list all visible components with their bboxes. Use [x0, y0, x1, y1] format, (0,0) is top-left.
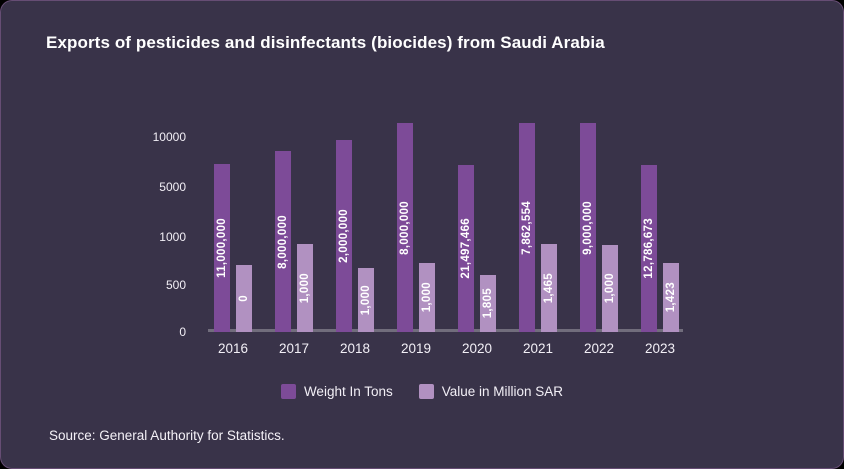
weight-bar: 7,862,554 [519, 123, 535, 332]
bar-value-label: 1,465 [543, 272, 555, 304]
bar-group: 21,497,466 1,805 2020 [458, 123, 496, 356]
value-bar: 1,423 [663, 263, 679, 332]
legend-item-weight: Weight In Tons [280, 384, 393, 399]
weight-bar: 8,000,000 [397, 123, 413, 332]
value-swatch [418, 384, 434, 399]
bar-value-label: 1,423 [665, 282, 677, 313]
legend: Weight In Tons Value in Million SAR [1, 384, 843, 399]
x-axis-label: 2018 [339, 341, 371, 356]
bar-value-label: 8,000,000 [277, 214, 289, 269]
y-axis-tick-label: 10000 [152, 130, 186, 144]
plot-area: 11,000,000 0 2016 8,000,000 1,000 2017 2,000,0… [208, 123, 683, 356]
legend-label-weight: Weight In Tons [303, 384, 393, 399]
value-bar: 0 [236, 265, 252, 332]
legend-label-value: Value in Million SAR [441, 384, 564, 399]
weight-bar: 12,786,673 [641, 165, 657, 332]
bar-value-label: 1,000 [421, 282, 433, 313]
y-axis-tick-label: 1000 [159, 230, 186, 244]
source-note: Source: General Authority for Statistics… [49, 428, 285, 443]
x-axis-label: 2023 [644, 341, 676, 356]
x-axis-label: 2019 [400, 341, 432, 356]
weight-swatch [280, 384, 296, 399]
bar-group: 12,786,673 1,423 2023 [641, 123, 679, 356]
y-axis-tick-label: 500 [165, 278, 186, 292]
bar-group: 9,000,000 1,000 2022 [580, 123, 618, 356]
x-axis-line [208, 329, 683, 332]
legend-item-value: Value in Million SAR [418, 384, 564, 399]
bar-group: 8,000,000 1,000 2019 [397, 123, 435, 356]
value-bar: 1,000 [419, 263, 435, 332]
bar-group: 2,000,000 1,000 2018 [336, 123, 374, 356]
bar-value-label: 1,000 [604, 273, 616, 304]
weight-bar: 8,000,000 [275, 151, 291, 332]
weight-bar: 2,000,000 [336, 140, 352, 332]
bar-group: 11,000,000 0 2016 [214, 123, 252, 356]
bar-value-label: 1,000 [299, 272, 311, 304]
value-bar: 1,465 [541, 244, 557, 332]
bar-value-label: 21,497,466 [460, 218, 472, 279]
y-axis-tick-label: 5000 [159, 180, 186, 194]
value-bar: 1,000 [297, 244, 313, 332]
x-axis-label: 2022 [583, 341, 615, 356]
bar-group: 8,000,000 1,000 2017 [275, 123, 313, 356]
value-bar: 1,000 [602, 245, 618, 332]
bar-value-label: 12,786,673 [643, 218, 655, 279]
value-bar: 1,805 [480, 275, 496, 332]
bar-value-label: 8,000,000 [399, 200, 411, 255]
x-axis-label: 2021 [522, 341, 554, 356]
bar-value-label: 11,000,000 [216, 218, 228, 278]
value-bar: 1,000 [358, 268, 374, 332]
y-axis-tick-label: 0 [179, 325, 186, 339]
x-axis-label: 2020 [461, 341, 493, 356]
bar-value-label: 1,000 [360, 284, 372, 316]
weight-bar: 21,497,466 [458, 165, 474, 332]
bar-value-label: 2,000,000 [338, 209, 350, 263]
bar-value-label: 1,805 [482, 288, 494, 319]
weight-bar: 9,000,000 [580, 123, 596, 332]
chart-title: Exports of pesticides and disinfectants … [46, 33, 605, 52]
bar-value-label: 7,862,554 [521, 200, 533, 255]
bar-value-label: 9,000,000 [582, 200, 594, 255]
bar-value-label: 0 [238, 295, 250, 302]
weight-bar: 11,000,000 [214, 164, 230, 332]
x-axis-label: 2016 [217, 341, 249, 356]
bar-group: 7,862,554 1,465 2021 [519, 123, 557, 356]
x-axis-label: 2017 [278, 341, 310, 356]
